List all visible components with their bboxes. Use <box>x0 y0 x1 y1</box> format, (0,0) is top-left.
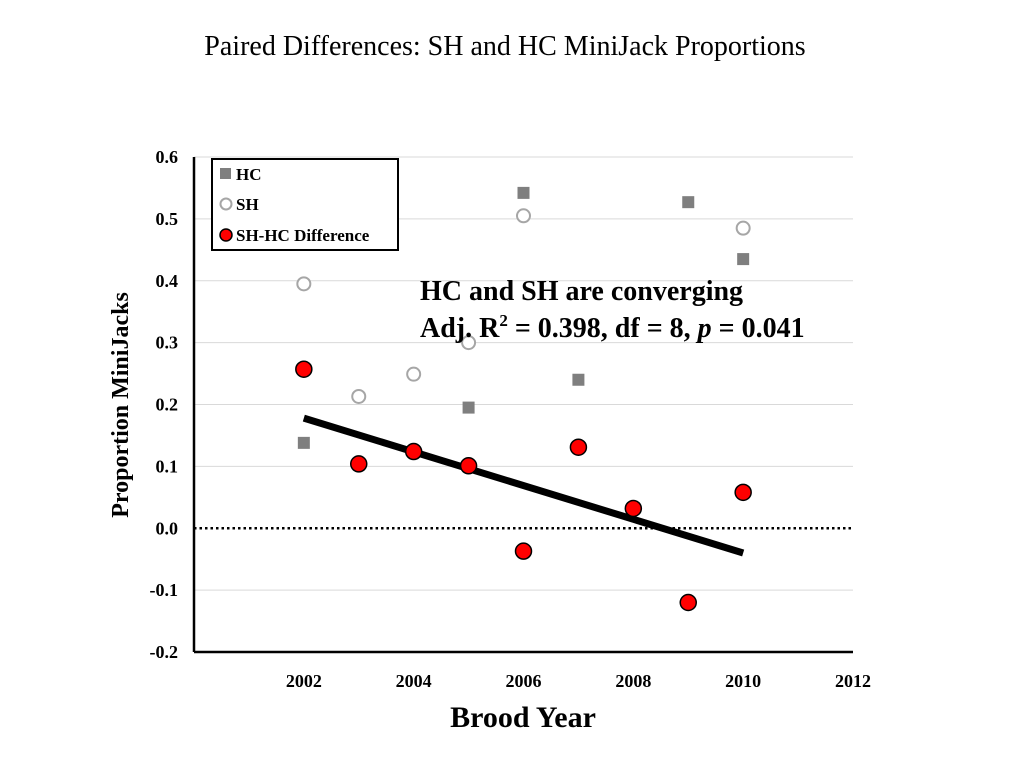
annotation-stats: = 0.398, df = 8, <box>508 313 698 344</box>
y-tick-labels: 0.6 0.5 0.4 0.3 0.2 0.1 0.0 -0.1 -0.2 <box>150 147 179 662</box>
axes <box>192 157 853 654</box>
difference-point <box>624 499 643 518</box>
sh-point <box>461 335 477 351</box>
sh-point <box>735 220 751 236</box>
hc-point <box>297 436 310 449</box>
x-tick-labels: 2002 2004 2006 2008 2010 2012 <box>286 671 871 691</box>
y-tick-label: 0.1 <box>156 456 179 476</box>
sh-point <box>516 208 531 224</box>
legend-hc-marker <box>220 168 231 179</box>
legend-diff-label: SH-HC Difference <box>236 226 370 245</box>
y-tick-label: 0.2 <box>156 395 179 415</box>
legend-hc-label: HC <box>236 165 262 184</box>
difference-point <box>350 455 368 473</box>
data-points <box>295 186 752 612</box>
hc-point <box>572 373 585 386</box>
annotation-line-2: Adj. R2 = 0.398, df = 8, p = 0.041 <box>420 311 805 344</box>
chart-title: Paired Differences: SH and HC MiniJack P… <box>204 31 805 62</box>
x-tick-label: 2012 <box>835 671 871 691</box>
x-tick-label: 2010 <box>725 671 761 691</box>
difference-point <box>295 360 313 378</box>
y-tick-label: -0.2 <box>150 642 179 662</box>
trend-line <box>302 414 745 557</box>
annotation-p-symbol: p <box>696 313 712 344</box>
sh-point <box>351 388 367 404</box>
difference-point <box>679 593 697 612</box>
x-tick-label: 2004 <box>396 671 432 691</box>
y-tick-label: 0.6 <box>156 147 179 167</box>
difference-point <box>734 483 752 502</box>
hc-point <box>737 253 750 266</box>
difference-point <box>569 438 588 456</box>
x-tick-label: 2002 <box>286 671 322 691</box>
annotation-superscript: 2 <box>499 311 508 330</box>
y-tick-label: -0.1 <box>150 580 179 600</box>
difference-point <box>459 457 478 475</box>
x-axis-title: Brood Year <box>450 701 596 734</box>
hc-point <box>517 186 530 199</box>
y-axis-title: Proportion MiniJacks <box>108 292 134 518</box>
legend: HC SH SH-HC Difference <box>211 158 399 251</box>
legend-diff-marker <box>219 228 233 242</box>
annotation-line-1: HC and SH are converging <box>420 276 743 307</box>
x-tick-label: 2006 <box>506 671 542 691</box>
y-tick-label: 0.0 <box>156 518 179 538</box>
legend-sh-marker <box>219 197 233 211</box>
difference-point <box>404 442 423 461</box>
annotation: HC and SH are converging Adj. R2 = 0.398… <box>420 276 805 344</box>
annotation-p-value: = 0.041 <box>712 313 805 344</box>
sh-point <box>296 276 312 292</box>
y-tick-label: 0.4 <box>156 271 179 291</box>
annotation-r-label: Adj. R <box>420 313 500 344</box>
x-tick-label: 2008 <box>615 671 651 691</box>
legend-box <box>211 158 399 251</box>
legend-sh-label: SH <box>236 195 259 214</box>
trend-layer <box>302 414 745 557</box>
hc-point <box>682 196 695 209</box>
sh-point <box>406 366 422 382</box>
hc-point <box>462 401 475 414</box>
y-tick-label: 0.5 <box>156 209 179 229</box>
y-tick-label: 0.3 <box>156 333 179 353</box>
difference-point <box>514 542 533 560</box>
